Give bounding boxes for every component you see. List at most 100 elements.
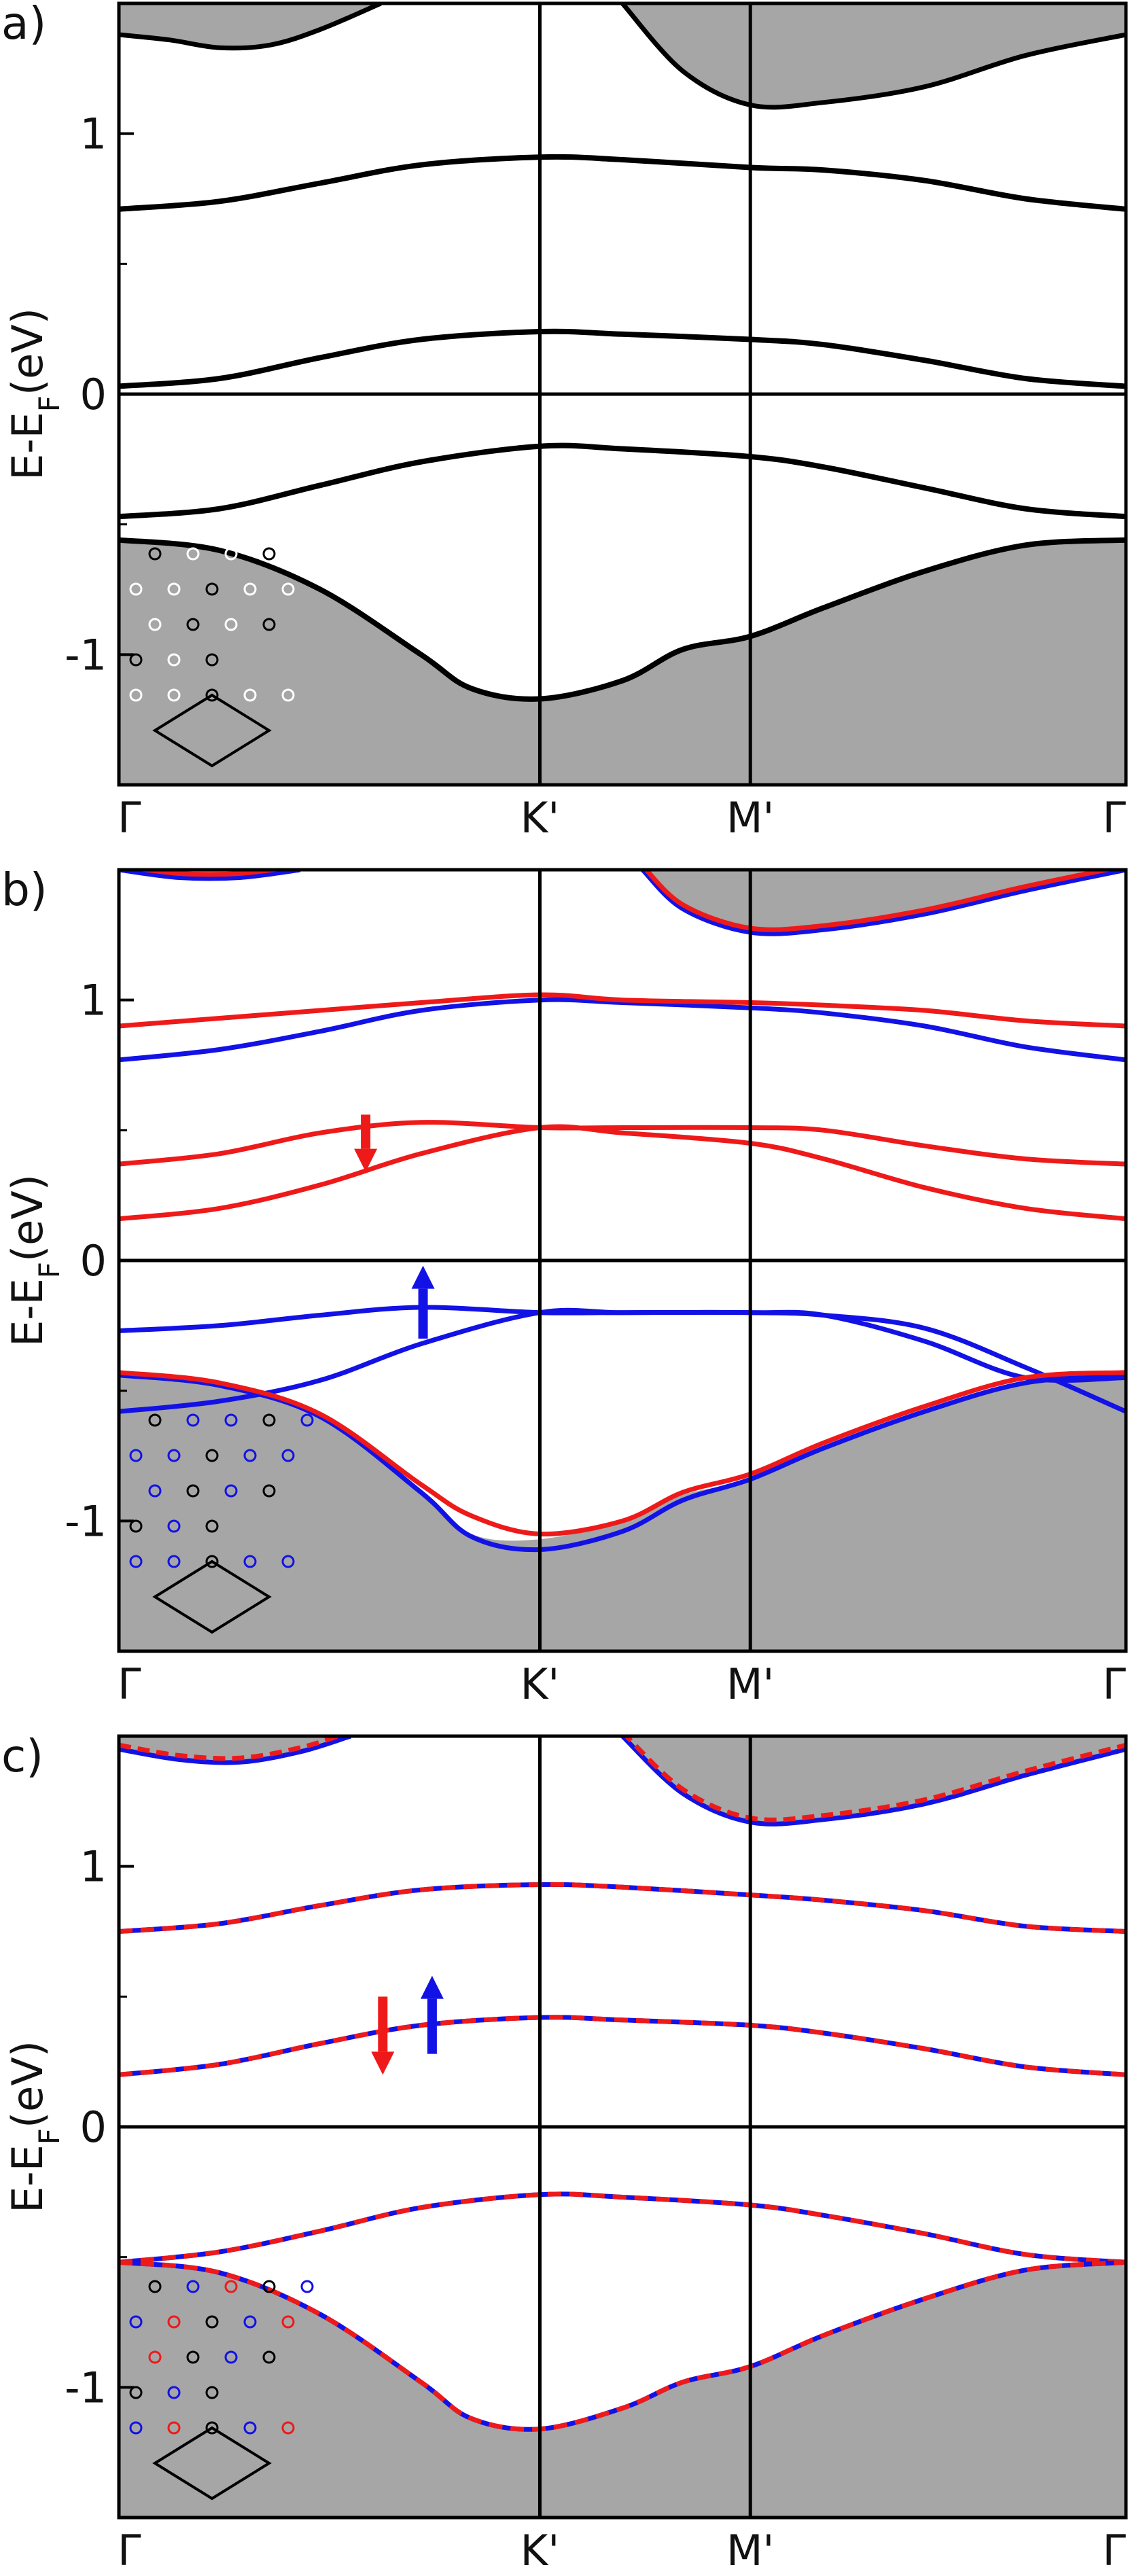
inset-atom <box>129 1555 143 1568</box>
panel-label: c) <box>1 1730 43 1782</box>
inset-atom <box>300 547 314 561</box>
y-tick-label: 1 <box>80 109 107 159</box>
inset-atom <box>243 1555 257 1568</box>
inset-atom <box>281 1449 295 1462</box>
inset-atom <box>167 2386 181 2399</box>
valence-continuum <box>119 540 1126 785</box>
inset-atom <box>262 1484 276 1498</box>
spin-down-arrow-head <box>354 1148 378 1172</box>
inset-atom <box>243 582 257 596</box>
inset-atom <box>281 582 295 596</box>
conduction-continuum-0 <box>119 3 381 48</box>
spin-down-arrow-head <box>371 2051 395 2075</box>
y-tick-label: 0 <box>80 2102 107 2152</box>
band-line-dashed-2 <box>119 2191 1126 2265</box>
x-tick-label: K' <box>521 793 560 843</box>
inset-atom <box>243 2421 257 2435</box>
inset-atom <box>148 2280 162 2293</box>
y-tick-label: -1 <box>65 630 107 680</box>
inset-atom <box>148 618 162 631</box>
inset-atom <box>129 582 143 596</box>
inset-atom <box>167 582 181 596</box>
band-line-dashed-3 <box>119 2259 1126 2432</box>
plot-area <box>119 1736 1126 2518</box>
inset-atom <box>129 1449 143 1462</box>
inset-atom <box>243 2315 257 2329</box>
conduction-edge-line <box>119 1736 351 1765</box>
band-line-7 <box>119 1370 1126 1537</box>
conduction-edge-line <box>623 1736 1126 1822</box>
unit-cell-rhombus <box>152 2426 272 2501</box>
inset-atom <box>186 547 200 561</box>
inset-atom <box>205 1449 219 1462</box>
inset-atom <box>300 1413 314 1427</box>
inset-atom <box>167 688 181 702</box>
x-tick-label: Γ <box>1102 1659 1126 1709</box>
y-tick-label: 1 <box>80 976 107 1025</box>
inset-atom <box>224 618 238 631</box>
panel-label: a) <box>1 0 46 50</box>
inset-atom <box>262 2350 276 2364</box>
x-tick-label: Γ <box>118 1659 141 1709</box>
inset-atom <box>281 2315 295 2329</box>
conduction-edge-line <box>119 1736 346 1761</box>
inset-atom <box>243 688 257 702</box>
band-line-3 <box>119 1124 1126 1222</box>
inset-atom <box>148 547 162 561</box>
inset-atom <box>186 1413 200 1427</box>
inset-atom <box>224 1413 238 1427</box>
inset-atom <box>129 2421 143 2435</box>
unit-cell-rhombus <box>152 693 272 768</box>
band-line-2 <box>119 1120 1126 1167</box>
spin-up-arrow-head <box>411 1265 435 1289</box>
conduction-continuum-1 <box>622 1736 1126 1824</box>
inset-atom <box>148 2350 162 2364</box>
x-tick-label: Γ <box>1102 2526 1126 2575</box>
spin-up-arrow-head <box>420 1975 444 1999</box>
inset-atom <box>205 2421 219 2435</box>
inset-atom <box>205 582 219 596</box>
band-line-2 <box>119 2191 1126 2265</box>
inset-atom <box>243 1449 257 1462</box>
x-tick-label: M' <box>726 2526 775 2575</box>
conduction-edge-line <box>641 870 1126 936</box>
y-tick-label: -1 <box>65 1496 107 1546</box>
band-line-0 <box>119 154 1126 212</box>
band-line-1 <box>119 992 1126 1029</box>
x-tick-label: Γ <box>118 793 141 843</box>
inset-atom <box>281 2421 295 2435</box>
y-axis-label: E-EF(eV) <box>3 308 66 480</box>
conduction-continuum-1 <box>642 870 1126 934</box>
inset-atom <box>129 2315 143 2329</box>
band-line-5 <box>119 1307 1126 1414</box>
x-tick-label: Γ <box>118 2526 141 2575</box>
inset-atom <box>167 1555 181 1568</box>
inset-atom <box>148 1413 162 1427</box>
x-tick-label: M' <box>726 1659 775 1709</box>
panel-label: b) <box>1 864 48 916</box>
conduction-edge-line <box>643 870 1118 932</box>
y-axis-label: E-EF(eV) <box>3 1174 66 1347</box>
unit-cell-rhombus <box>152 1559 272 1634</box>
y-axis-label: E-EF(eV) <box>3 2041 66 2213</box>
x-tick-label: K' <box>521 2526 560 2575</box>
inset-atom <box>186 2350 200 2364</box>
valence-continuum <box>119 2262 1126 2518</box>
inset-atom <box>186 1484 200 1498</box>
conduction-edge-line <box>620 3 1126 110</box>
x-tick-label: M' <box>726 793 775 843</box>
x-tick-label: K' <box>521 1659 560 1709</box>
inset-atom <box>262 618 276 631</box>
inset-atom <box>262 547 276 561</box>
inset-atom <box>167 2315 181 2329</box>
panel-c: -1 0 1 Γ K' M' Γ E-EF(eV) c) <box>1 1730 1128 2575</box>
inset-atom <box>205 1555 219 1568</box>
inset-atom <box>167 2421 181 2435</box>
inset-atom <box>262 2280 276 2293</box>
valence-edge-line <box>119 537 1126 702</box>
y-tick-label: 0 <box>80 1236 107 1286</box>
inset-atom <box>129 688 143 702</box>
inset-atom <box>205 1519 219 1533</box>
inset-atom <box>205 2386 219 2399</box>
inset-atom <box>167 1449 181 1462</box>
